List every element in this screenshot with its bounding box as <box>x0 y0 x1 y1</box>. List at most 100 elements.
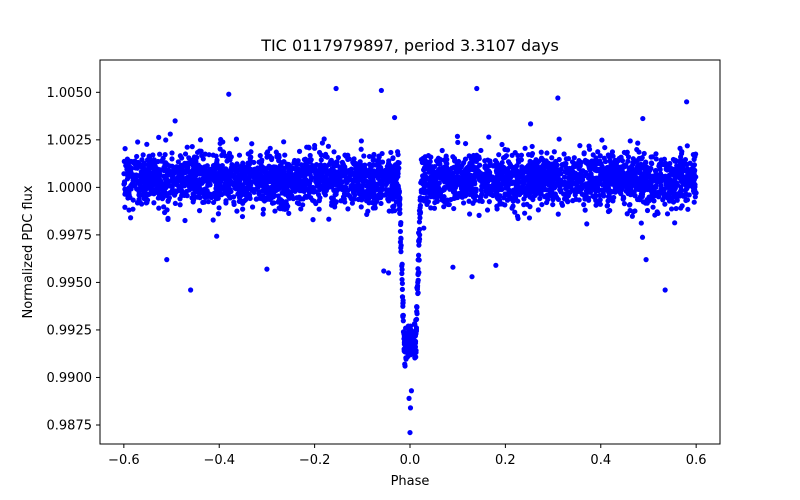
data-point <box>359 197 365 203</box>
data-point <box>609 149 616 155</box>
data-point <box>375 159 381 165</box>
data-point <box>302 176 308 182</box>
data-point <box>312 145 318 151</box>
data-point <box>604 180 610 186</box>
data-point <box>370 186 377 192</box>
data-point <box>172 200 178 207</box>
data-point <box>246 175 252 182</box>
data-point <box>406 395 412 401</box>
data-point <box>182 151 189 157</box>
data-point <box>374 186 380 193</box>
data-point <box>246 192 253 198</box>
data-point <box>447 186 453 192</box>
data-point <box>430 182 436 188</box>
data-point <box>342 185 349 191</box>
data-point <box>570 198 576 204</box>
data-point <box>380 170 387 176</box>
data-point <box>637 167 643 173</box>
y-axis-label: Normalized PDC flux <box>21 185 36 318</box>
data-point <box>663 160 669 167</box>
data-point <box>582 157 588 164</box>
data-point <box>234 208 240 214</box>
data-point <box>297 196 304 202</box>
data-point <box>136 191 142 197</box>
data-point <box>428 154 434 160</box>
data-point <box>367 161 373 167</box>
data-point <box>248 149 254 155</box>
data-point <box>608 166 615 172</box>
data-point <box>438 187 444 193</box>
data-point <box>302 171 308 178</box>
data-point <box>454 169 460 176</box>
data-point <box>474 85 480 92</box>
data-point <box>186 187 193 193</box>
data-point <box>264 266 270 272</box>
data-point <box>301 166 307 172</box>
data-point <box>417 232 423 238</box>
data-point <box>662 201 668 207</box>
data-point <box>371 151 377 158</box>
data-point <box>441 164 447 170</box>
data-point <box>361 153 367 159</box>
data-point <box>518 152 525 158</box>
data-point <box>401 331 407 337</box>
data-point <box>494 206 500 212</box>
data-point <box>226 150 233 156</box>
data-point <box>623 150 630 157</box>
data-point <box>135 199 141 205</box>
y-tick-label: 0.9875 <box>47 418 93 433</box>
data-point <box>220 149 227 155</box>
data-point <box>184 144 190 150</box>
data-point <box>415 252 422 258</box>
data-point <box>519 165 525 171</box>
data-point <box>549 161 555 167</box>
data-point <box>251 189 257 195</box>
data-point <box>275 171 281 177</box>
data-point <box>565 175 572 181</box>
data-point <box>320 178 326 184</box>
data-point <box>415 271 421 277</box>
data-point <box>378 194 384 200</box>
data-point <box>130 175 136 181</box>
data-point <box>595 149 601 155</box>
data-point <box>127 158 133 164</box>
data-point <box>216 175 223 181</box>
data-point <box>479 198 485 204</box>
data-point <box>685 206 691 212</box>
data-point <box>382 192 389 198</box>
y-tick-label: 0.9975 <box>47 228 93 243</box>
x-tick-label: 0.2 <box>495 453 516 468</box>
data-point <box>319 183 325 189</box>
data-point <box>466 182 472 188</box>
x-tick-label: −0.4 <box>203 453 235 468</box>
data-point <box>530 163 536 170</box>
data-point <box>400 318 406 324</box>
data-point <box>421 167 427 173</box>
data-point <box>484 169 490 175</box>
data-point <box>504 192 511 198</box>
data-point <box>537 169 543 175</box>
data-point <box>264 154 270 160</box>
data-point <box>218 166 224 173</box>
data-point <box>412 340 419 346</box>
data-point <box>281 159 287 165</box>
data-point <box>418 180 424 186</box>
data-point <box>128 215 134 221</box>
data-point <box>469 274 475 280</box>
data-point <box>134 161 140 168</box>
data-point <box>182 217 188 224</box>
data-point <box>414 304 420 310</box>
data-point <box>179 183 185 189</box>
data-point <box>582 207 588 213</box>
data-point <box>500 155 507 161</box>
data-point <box>282 152 288 158</box>
data-point <box>619 158 626 164</box>
data-point <box>366 153 373 160</box>
data-point <box>590 193 596 199</box>
data-point <box>511 191 517 198</box>
data-point <box>207 191 213 197</box>
data-point <box>673 182 680 188</box>
data-point <box>204 163 210 169</box>
data-point <box>525 189 531 196</box>
data-point <box>640 165 647 171</box>
